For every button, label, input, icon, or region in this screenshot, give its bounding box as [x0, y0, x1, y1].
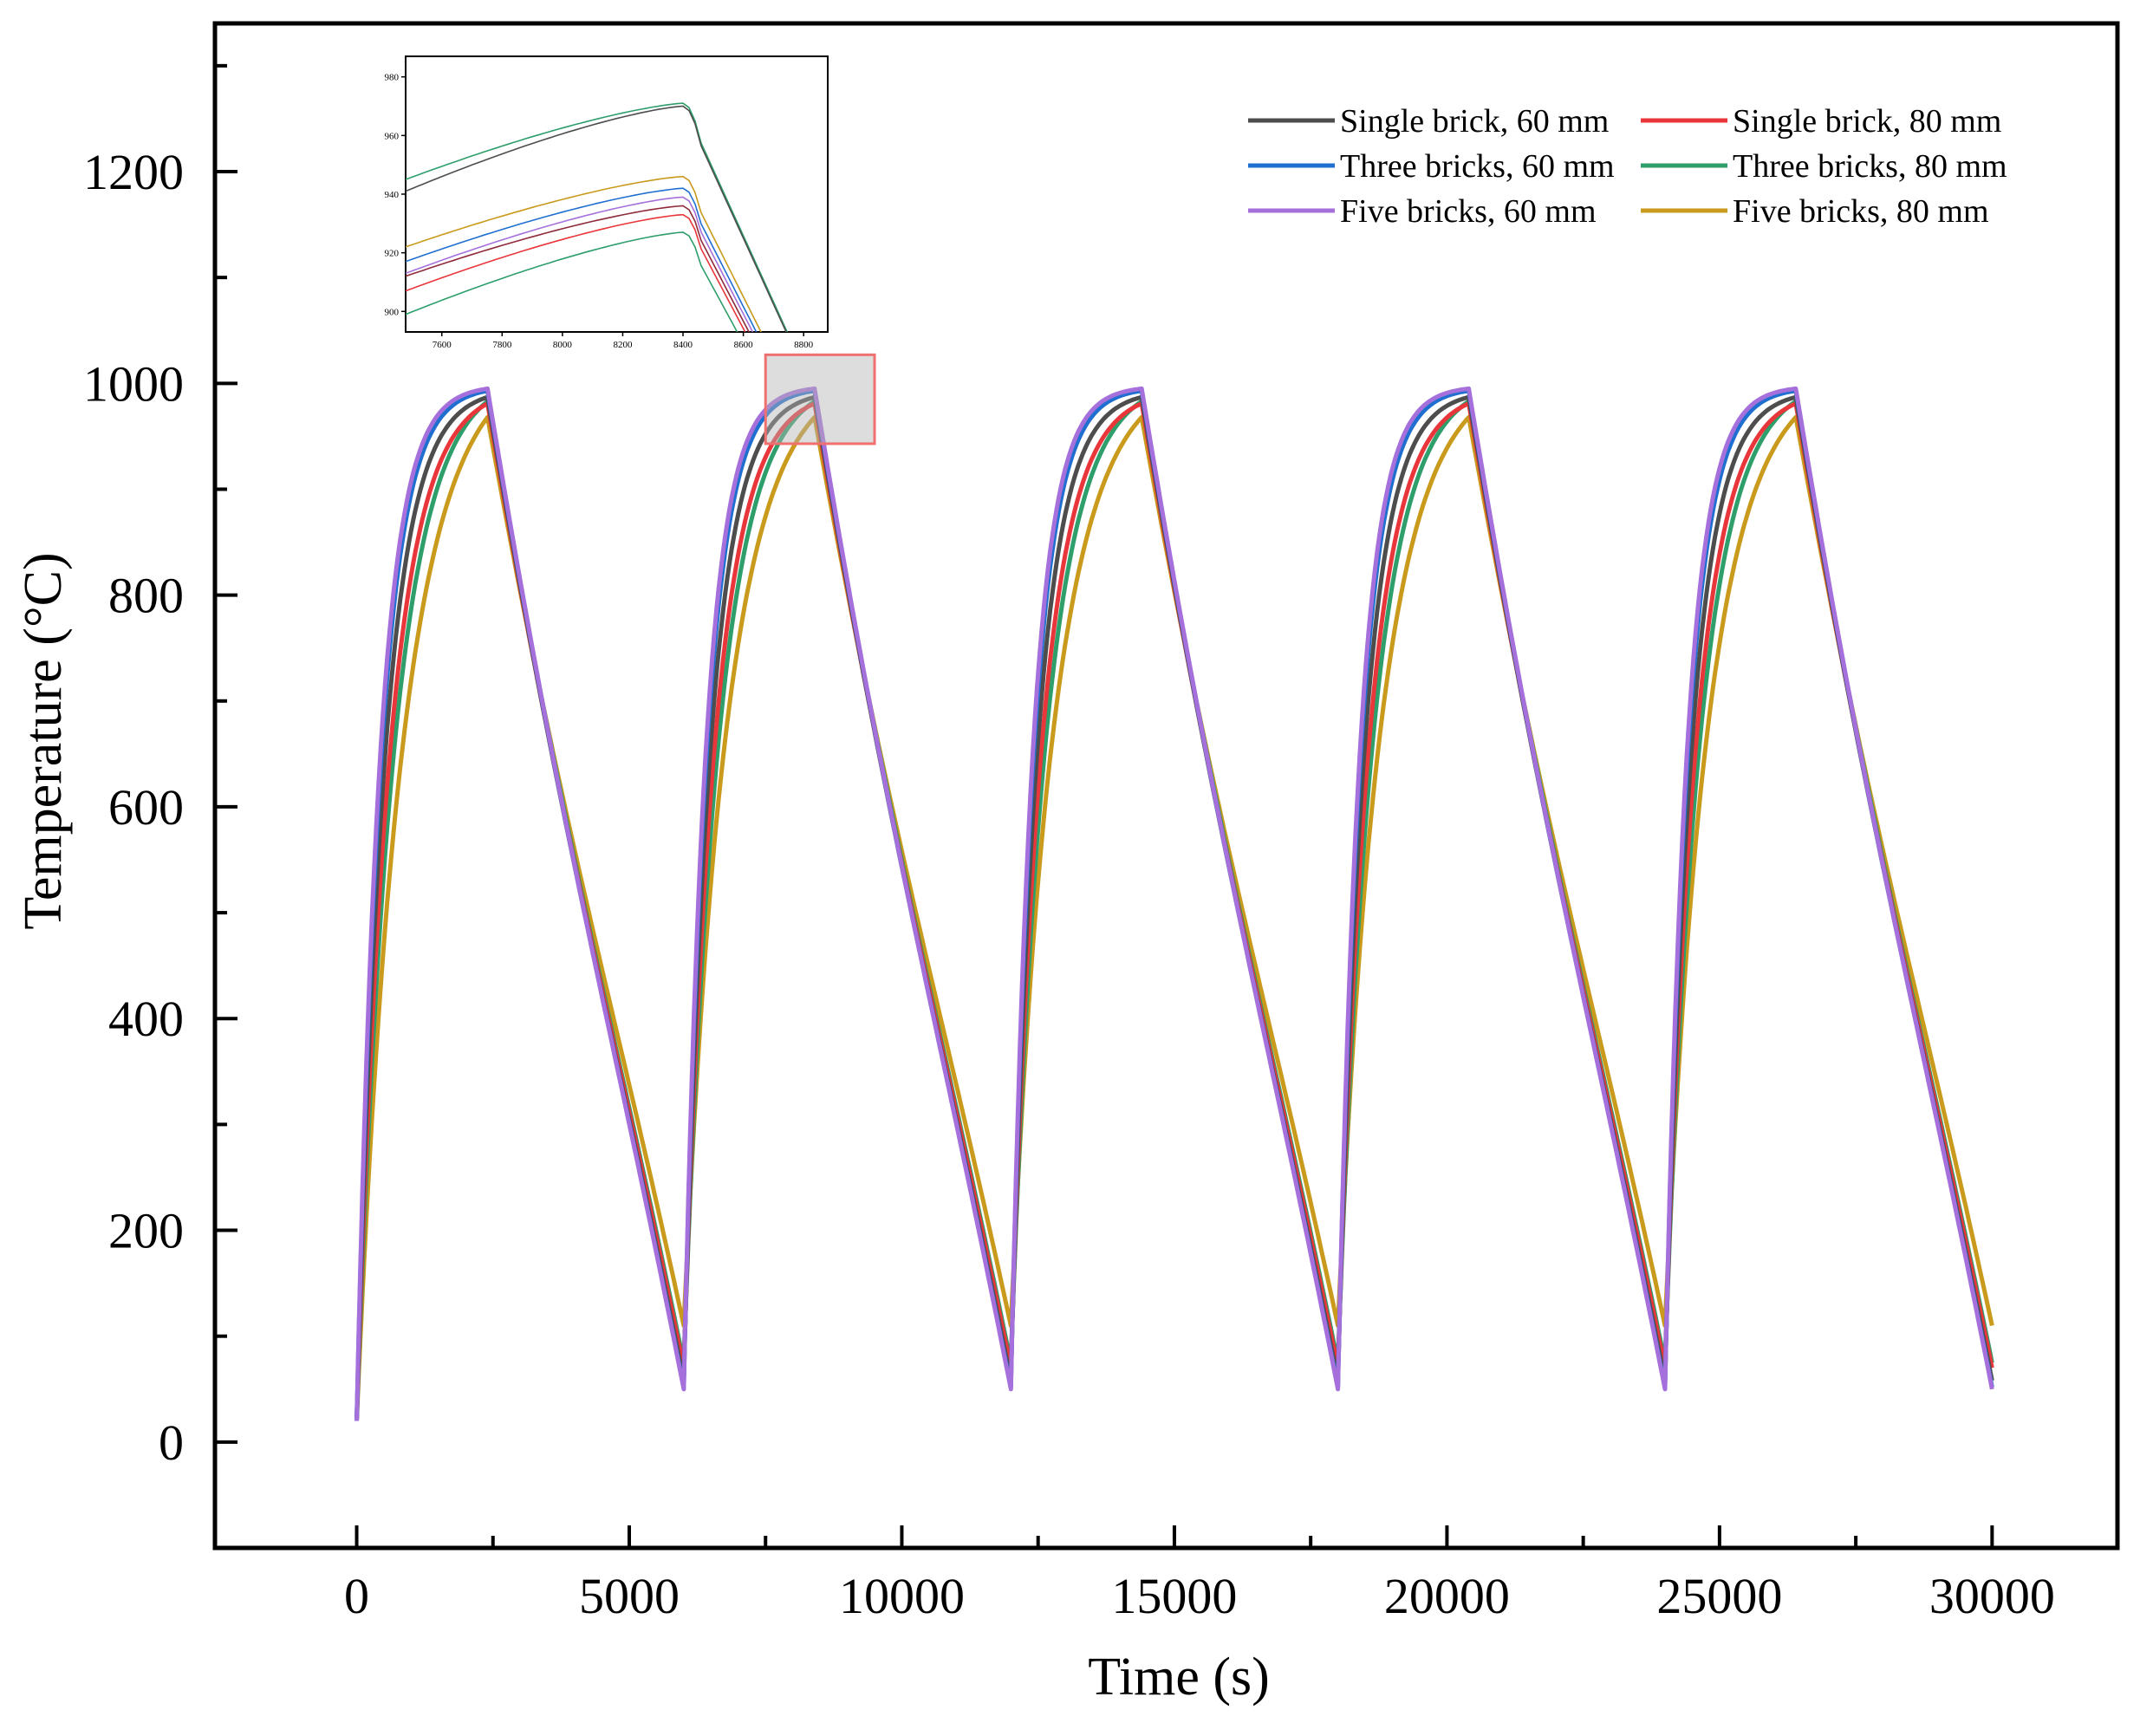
y-tick-label: 1000 [83, 355, 184, 412]
inset-curve-8 [406, 231, 738, 332]
inset-y-tick-label: 920 [385, 249, 400, 259]
y-tick-label: 1200 [83, 144, 184, 200]
inset-y-tick-label: 960 [385, 131, 400, 141]
inset-x-tick-label: 8000 [553, 340, 573, 350]
inset-curves [406, 102, 789, 332]
inset-y-tick-label: 980 [385, 73, 400, 83]
y-tick-label: 200 [108, 1203, 184, 1259]
zoom-region-layer [764, 353, 876, 445]
legend-label-2: Single brick, 80 mm [1733, 103, 2001, 140]
series-line-3 [354, 388, 1994, 1421]
main-axes: 0 5000 10000 15000 20000 25000 30000 0 200 400 600… [83, 21, 2120, 1624]
inset-y-tick-label: 940 [385, 190, 400, 200]
x-tick-label: 5000 [579, 1568, 680, 1624]
inset-x-tick-label: 8400 [673, 340, 693, 350]
legend-label-3: Three bricks, 60 mm [1340, 148, 1615, 185]
legend-label-4: Three bricks, 80 mm [1733, 148, 2007, 185]
inset-x-tick-label: 8800 [794, 340, 814, 350]
x-tick-label: 15000 [1111, 1568, 1237, 1624]
y-axis-title: Temperature (°C) [14, 552, 73, 929]
y-tick-label: 0 [159, 1414, 184, 1471]
inset-curve-6 [406, 205, 751, 332]
main-series [354, 386, 1994, 1421]
x-axis-title: Time (s) [1088, 1648, 1270, 1707]
x-tick-label: 30000 [1929, 1568, 2055, 1624]
inset-x-tick-label: 7800 [492, 340, 512, 350]
inset-y-tick-label: 900 [385, 307, 400, 317]
inset-curve-4 [406, 187, 758, 332]
inset-curve-7 [406, 213, 746, 332]
y-tick-label: 400 [108, 991, 184, 1047]
legend-label-6: Five bricks, 80 mm [1733, 193, 1989, 230]
series-line-4 [354, 399, 1994, 1421]
zoom-region-box [764, 353, 876, 445]
series-line-2 [354, 401, 1994, 1421]
inset-zoom-plot: 7600 7800 8000 8200 8400 8600 8800 900 920 940 960… [385, 55, 829, 350]
x-tick-label: 25000 [1656, 1568, 1782, 1624]
x-tick-label: 20000 [1384, 1568, 1510, 1624]
series-line-5 [354, 386, 1994, 1421]
inset-x-tick-label: 7600 [433, 340, 452, 350]
x-tick-label: 10000 [839, 1568, 965, 1624]
legend-label-5: Five bricks, 60 mm [1340, 193, 1597, 230]
legend: Single brick, 60 mm Single brick, 80 mm Th… [1248, 103, 2007, 230]
y-tick-label: 800 [108, 568, 184, 624]
inset-curve-3 [406, 175, 762, 332]
inset-x-tick-label: 8200 [613, 340, 633, 350]
plot-frame [212, 21, 2120, 1551]
legend-label-1: Single brick, 60 mm [1340, 103, 1609, 140]
series-line-1 [354, 394, 1994, 1421]
inset-curve-5 [406, 196, 754, 332]
y-tick-label: 600 [108, 779, 184, 835]
inset-x-tick-label: 8600 [734, 340, 754, 350]
x-tick-label: 0 [344, 1568, 369, 1624]
inset-curve-2 [406, 105, 787, 332]
inset-curve-1 [406, 102, 789, 332]
